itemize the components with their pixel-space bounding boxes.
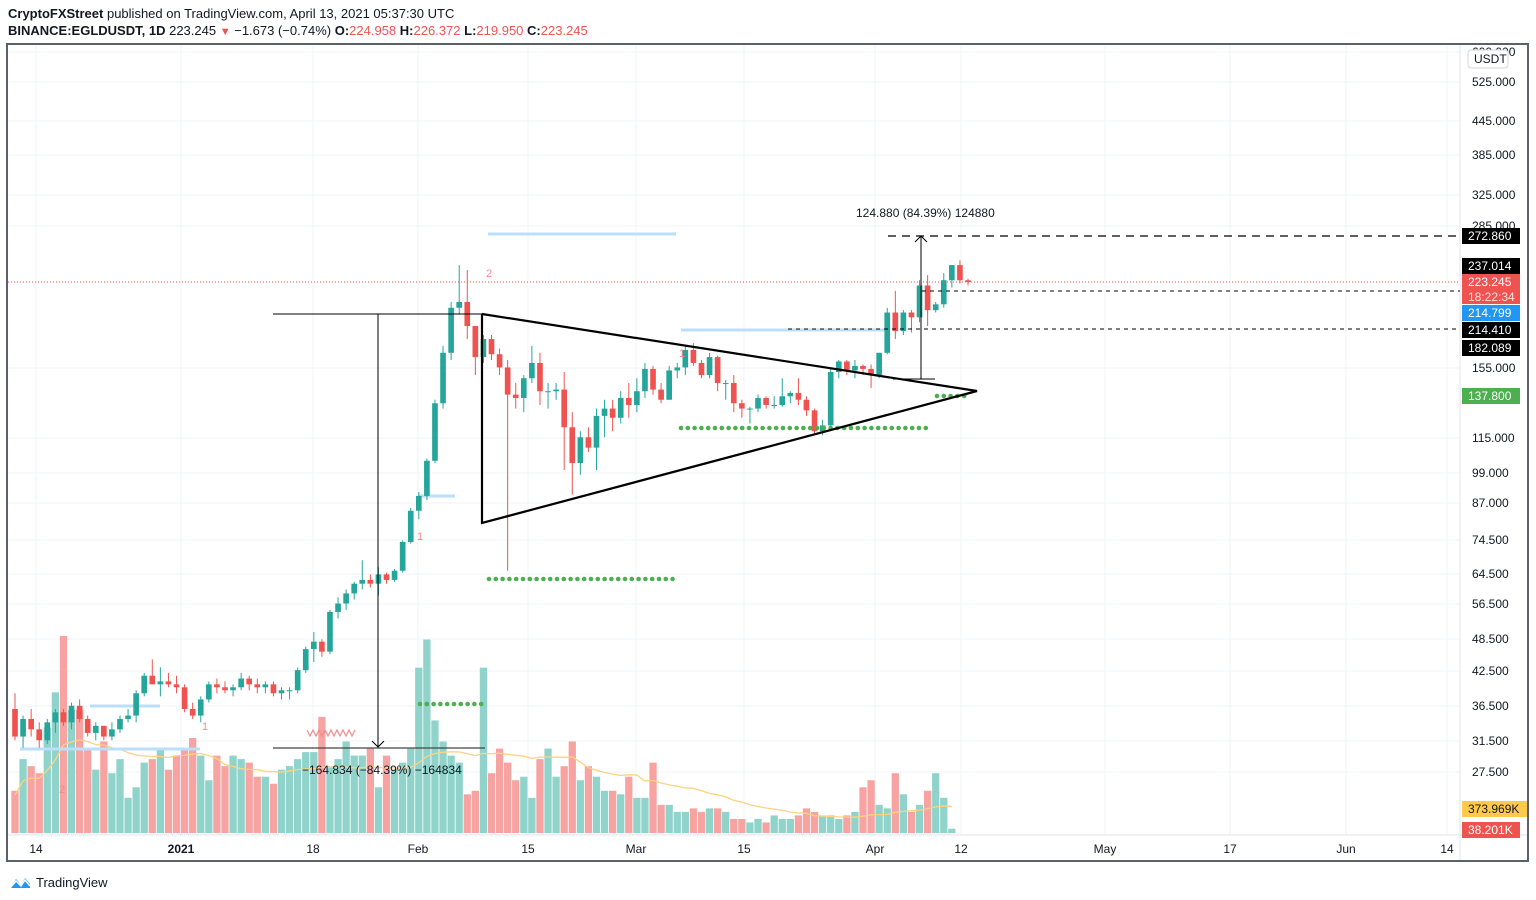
horizontal-levels — [20, 232, 890, 751]
td-count-label: 1 — [417, 531, 423, 543]
svg-text:214.410: 214.410 — [1468, 323, 1512, 337]
svg-text:525.000: 525.000 — [1472, 75, 1516, 89]
svg-text:Apr: Apr — [866, 842, 885, 856]
svg-text:56.500: 56.500 — [1472, 597, 1509, 611]
svg-text:15: 15 — [737, 842, 751, 856]
td-count-label: 1 — [202, 721, 208, 733]
open-label: O: — [334, 23, 350, 38]
high-label: H: — [399, 23, 414, 38]
svg-text:Mar: Mar — [626, 842, 647, 856]
publish-info: CryptoFXStreet published on TradingView.… — [8, 6, 454, 21]
svg-text:214.799: 214.799 — [1468, 306, 1512, 320]
volume-bars — [11, 636, 956, 833]
grid — [8, 45, 1460, 835]
measure-tools: 124.880 (84.39%) 124880 −164.834 (−84.39%… — [273, 206, 995, 777]
close-label: C: — [527, 23, 541, 38]
volume-ma-line — [14, 739, 952, 818]
svg-text:237.014: 237.014 — [1468, 259, 1512, 273]
svg-text:42.500: 42.500 — [1472, 664, 1509, 678]
last-price: 223.245 — [169, 23, 217, 38]
svg-text:Feb: Feb — [408, 842, 429, 856]
td-count-label: 2 — [59, 784, 65, 796]
zigzag-marker — [306, 728, 356, 738]
tradingview-logo-icon — [9, 878, 31, 889]
low-label: L: — [464, 23, 477, 38]
down-triangle-icon: ▼ — [219, 26, 231, 38]
svg-text:155.000: 155.000 — [1472, 361, 1516, 375]
footer: TradingView — [8, 874, 108, 890]
svg-text:182.089: 182.089 — [1468, 341, 1512, 355]
svg-text:27.500: 27.500 — [1472, 765, 1509, 779]
svg-text:325.000: 325.000 — [1472, 188, 1516, 202]
time-axis[interactable]: 14 2021 18 Feb 15 Mar 15 Apr 12 May 17 Jun 14 — [29, 842, 1454, 856]
svg-text:64.500: 64.500 — [1472, 567, 1509, 581]
td-count-label: 2 — [486, 268, 492, 280]
high-value: 226.372 — [413, 23, 461, 38]
svg-text:137.800: 137.800 — [1468, 389, 1512, 403]
svg-text:18: 18 — [306, 842, 320, 856]
svg-text:99.000: 99.000 — [1472, 466, 1509, 480]
low-value: 219.950 — [476, 23, 524, 38]
symbol-legend: BINANCE:EGLDUSDT, 1D 223.245 ▼ −1.673 (−… — [8, 23, 588, 38]
price-chart[interactable]: 600.000525.000445.000385.000325.000285.0… — [8, 45, 1527, 860]
chart-frame[interactable]: 600.000525.000445.000385.000325.000285.0… — [6, 43, 1529, 862]
symbol-name[interactable]: BINANCE:EGLDUSDT, 1D — [8, 23, 166, 38]
svg-text:12: 12 — [954, 842, 968, 856]
tradingview-brand[interactable]: TradingView — [36, 874, 108, 890]
svg-text:38.201K: 38.201K — [1468, 823, 1513, 837]
svg-text:48.500: 48.500 — [1472, 632, 1509, 646]
open-value: 224.958 — [349, 23, 397, 38]
svg-text:445.000: 445.000 — [1472, 114, 1516, 128]
svg-text:31.500: 31.500 — [1472, 734, 1509, 748]
support-dots — [417, 393, 967, 707]
svg-text:USDT: USDT — [1474, 52, 1507, 66]
svg-text:223.245: 223.245 — [1468, 275, 1512, 289]
svg-text:36.500: 36.500 — [1472, 699, 1509, 713]
measure-up-label: 124.880 (84.39%) 124880 — [856, 206, 995, 220]
close-value: 223.245 — [540, 23, 588, 38]
price-axis[interactable]: 600.000525.000445.000385.000325.000285.0… — [1467, 45, 1516, 779]
svg-text:15: 15 — [521, 842, 535, 856]
published-text: published on TradingView.com, April 13, … — [103, 6, 455, 21]
publisher-name: CryptoFXStreet — [8, 6, 104, 21]
svg-text:2021: 2021 — [168, 842, 195, 856]
td-count-label: 1 — [679, 348, 685, 360]
svg-text:Jun: Jun — [1336, 842, 1355, 856]
svg-text:May: May — [1094, 842, 1117, 856]
candles — [12, 260, 971, 748]
svg-text:272.860: 272.860 — [1468, 229, 1512, 243]
svg-text:18:22:34: 18:22:34 — [1468, 290, 1515, 304]
symmetrical-triangle — [480, 312, 978, 525]
svg-text:17: 17 — [1223, 842, 1237, 856]
measure-down-label: −164.834 (−84.39%) −164834 — [302, 763, 462, 777]
svg-text:385.000: 385.000 — [1472, 148, 1516, 162]
svg-text:14: 14 — [1440, 842, 1454, 856]
price-change: −1.673 (−0.74%) — [234, 23, 332, 38]
svg-text:14: 14 — [29, 842, 43, 856]
svg-text:115.000: 115.000 — [1472, 431, 1515, 445]
svg-text:74.500: 74.500 — [1472, 533, 1509, 547]
svg-text:373.969K: 373.969K — [1468, 802, 1519, 816]
svg-text:87.000: 87.000 — [1472, 496, 1509, 510]
